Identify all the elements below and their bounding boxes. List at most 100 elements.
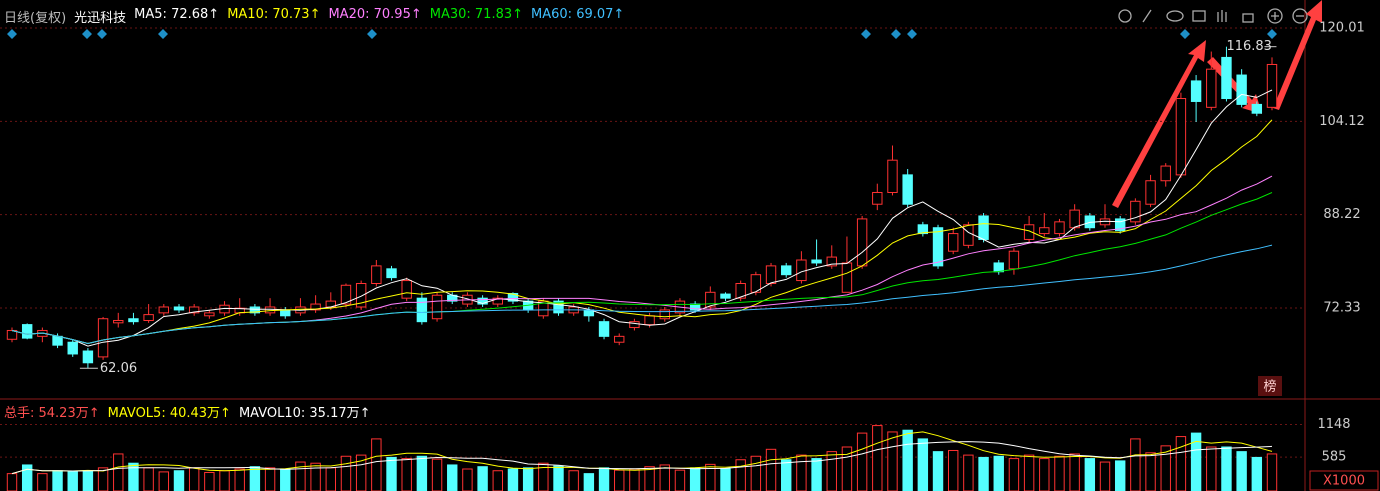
- volume-bar: [6, 473, 18, 491]
- volume-bar: [614, 469, 625, 491]
- candle-body: [1221, 56, 1232, 100]
- volume-bar: [872, 425, 883, 491]
- volume-bar: [295, 461, 306, 491]
- ma-legend: MA30: 71.83↑: [429, 7, 524, 22]
- candle-body: [249, 306, 261, 314]
- candle-body: [1054, 221, 1065, 235]
- candle-body: [82, 350, 94, 364]
- candle-body: [902, 174, 913, 205]
- volume-bar: [340, 455, 352, 491]
- volume-bar: [492, 470, 503, 491]
- volume-bar: [902, 429, 913, 491]
- candle-body: [872, 191, 883, 205]
- volume-bar: [1008, 458, 1020, 491]
- volume-bar: [1084, 458, 1096, 491]
- volume-bar: [993, 455, 1004, 491]
- volume-tick-label: 585: [1322, 450, 1347, 465]
- volume-bar: [264, 467, 276, 491]
- volume-bar: [720, 468, 731, 491]
- volume-bar: [781, 459, 792, 491]
- volume-bar: [52, 470, 63, 491]
- volume-bar: [796, 454, 807, 491]
- candle-body: [280, 309, 291, 317]
- volume-bar: [947, 449, 959, 491]
- ma-legend: MA20: 70.95↑: [328, 7, 422, 22]
- candle-body: [765, 265, 777, 284]
- volume-header: 总手: 54.23万↑ MAVOL5: 40.43万↑ MAVOL10: 35.17…: [4, 402, 371, 421]
- candle-body: [553, 300, 564, 314]
- candle-body: [477, 297, 488, 305]
- volume-bar: [507, 468, 519, 491]
- candle-body: [173, 306, 185, 311]
- candle-body: [1145, 180, 1156, 205]
- volume-bar: [1023, 454, 1035, 491]
- high-label: 116.83: [1226, 39, 1272, 54]
- candle-body: [1190, 80, 1202, 102]
- y-tick-label: 88.22: [1323, 207, 1360, 222]
- candle-body: [932, 227, 944, 267]
- volume-bar: [674, 469, 686, 491]
- volume-bar: [583, 473, 595, 491]
- volume-bar: [113, 453, 124, 491]
- candle-body: [978, 215, 989, 240]
- candle-body: [1023, 224, 1035, 240]
- volume-bar: [234, 468, 245, 491]
- volume-bar: [856, 432, 868, 491]
- volume-bar: [1266, 453, 1278, 491]
- volume-bar: [462, 468, 473, 491]
- candle-body: [947, 233, 959, 252]
- candle-body: [856, 218, 868, 267]
- volume-bar: [629, 468, 640, 491]
- volume-bar: [553, 465, 564, 491]
- stock-name: 光迅科技: [74, 11, 127, 26]
- y-tick-label: 72.33: [1323, 300, 1360, 315]
- volume-legend: 总手: 54.23万↑: [4, 406, 100, 421]
- volume-legend: MAVOL5: 40.43万↑: [107, 406, 231, 421]
- candle-body: [1175, 98, 1187, 176]
- candle-body: [796, 259, 807, 282]
- volume-bar: [280, 468, 291, 491]
- volume-bar: [173, 470, 185, 491]
- candle-body: [340, 284, 352, 305]
- candle-body: [735, 282, 746, 299]
- candle-body: [1069, 209, 1080, 229]
- badge-box: [1258, 376, 1282, 396]
- candle-body: [811, 259, 822, 264]
- ma-legend: MA5: 72.68↑: [134, 7, 220, 22]
- volume-bar: [522, 467, 534, 491]
- volume-bar: [1069, 453, 1080, 491]
- volume-bar: [750, 455, 762, 491]
- volume-bar: [1251, 456, 1263, 491]
- volume-bar: [963, 454, 974, 491]
- volume-tick-label: 1148: [1317, 417, 1350, 432]
- candle-body: [963, 224, 974, 246]
- candle-body: [386, 268, 397, 279]
- volume-bar: [128, 462, 139, 491]
- volume-bar: [932, 451, 944, 491]
- volume-bar: [1145, 452, 1156, 491]
- ma-line: [11, 119, 1273, 345]
- candle-body: [1266, 63, 1278, 108]
- volume-bar: [447, 464, 458, 491]
- candle-body: [401, 280, 412, 299]
- candle-body: [416, 297, 428, 323]
- arrow-annotations: [1112, 0, 1322, 208]
- candle-body: [1206, 68, 1217, 108]
- volume-unit: X1000: [1323, 474, 1365, 489]
- volume-bar: [67, 471, 78, 491]
- toolbar[interactable]: [1118, 8, 1308, 24]
- candle-body: [264, 306, 276, 314]
- candle-body: [431, 294, 443, 320]
- unit-box: [1309, 470, 1379, 491]
- volume-bar: [735, 459, 746, 491]
- candle-body: [887, 159, 898, 193]
- volume-bar: [386, 456, 397, 491]
- candle-body: [614, 335, 625, 343]
- volume-bar: [219, 470, 230, 491]
- candle-body: [1251, 103, 1263, 114]
- candle-body: [1160, 165, 1171, 182]
- candle-body: [492, 297, 503, 305]
- candle-body: [204, 312, 215, 317]
